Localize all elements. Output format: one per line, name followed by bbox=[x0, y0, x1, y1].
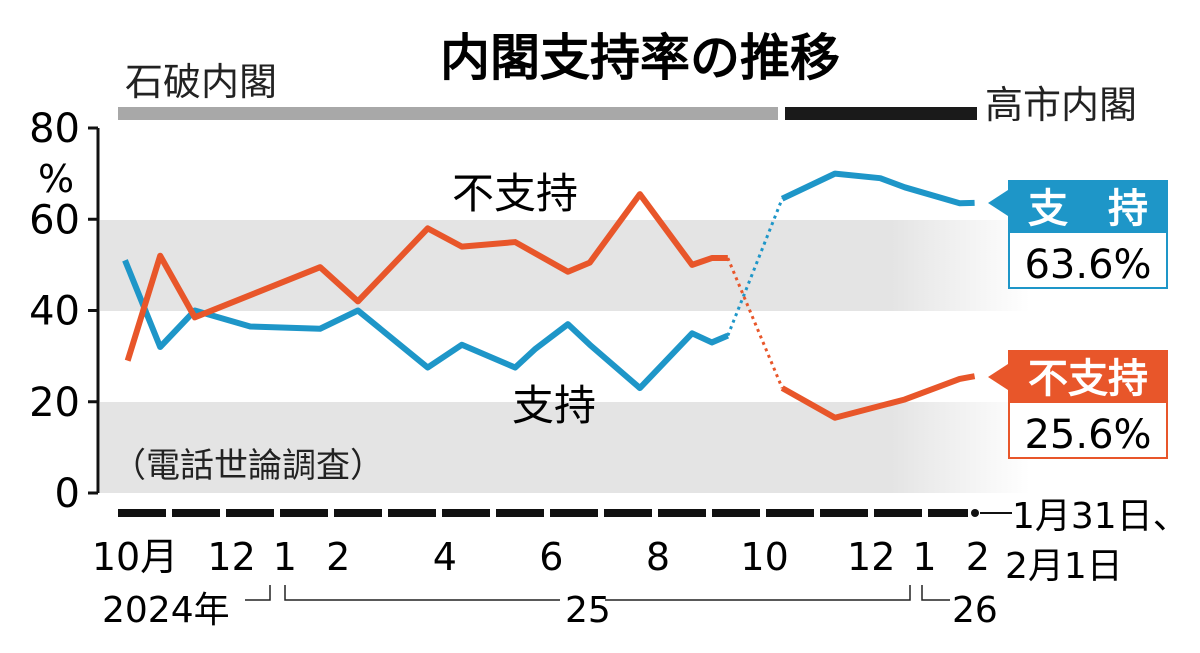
band-0-20 bbox=[100, 402, 1030, 493]
series-line-support-ishiba bbox=[122, 259, 730, 392]
year-2025: 25 bbox=[565, 590, 611, 631]
y-tick-label: 80 bbox=[29, 106, 80, 152]
x-tick-label: 8 bbox=[646, 535, 670, 579]
x-tick-label: 2 bbox=[326, 535, 350, 579]
year-2026: 26 bbox=[952, 590, 998, 631]
x-tick-label: 1 bbox=[273, 535, 297, 579]
x-tick-label: 12 bbox=[847, 535, 895, 579]
series-line-support-takaichi bbox=[780, 170, 975, 207]
y-unit: % bbox=[38, 157, 74, 201]
series-line-disapproval-ishiba bbox=[124, 191, 728, 362]
legend-disapproval-label: 不支持 bbox=[1028, 356, 1148, 402]
last-date: 1月31日、 bbox=[1012, 496, 1189, 537]
x-axis-end-dot bbox=[971, 509, 979, 517]
year-2024: 2024年 bbox=[102, 590, 230, 631]
last-date-2: 2月1日 bbox=[1005, 546, 1123, 587]
x-tick-label: 6 bbox=[539, 535, 563, 579]
x-tick-label: 12 bbox=[207, 535, 255, 579]
disapproval-inline-label: 不支持 bbox=[452, 169, 578, 218]
support-inline-label: 支持 bbox=[512, 381, 596, 430]
x-tick-label: 10月 bbox=[92, 535, 178, 579]
x-tick-label: 1 bbox=[912, 535, 936, 579]
legend-support-label: 支 持 bbox=[1028, 186, 1148, 232]
y-tick-label: 40 bbox=[29, 289, 80, 335]
x-tick-label: 4 bbox=[433, 535, 457, 579]
survey-note: （電話世論調査） bbox=[112, 446, 384, 486]
legend-disapproval-value: 25.6% bbox=[1024, 412, 1151, 458]
legend-support: 支 持 63.6% bbox=[988, 180, 1168, 289]
year-bracket-25 bbox=[245, 585, 911, 601]
cabinet-bar-takaichi bbox=[785, 107, 977, 120]
cabinet-label-takaichi: 高市内閣 bbox=[985, 83, 1137, 127]
y-tick-label: 0 bbox=[55, 471, 80, 517]
year-bracket-26 bbox=[921, 585, 950, 601]
x-tick-label: 10 bbox=[740, 535, 788, 579]
cabinet-bar-ishiba bbox=[118, 107, 778, 120]
chart-title: 内閣支持率の推移 bbox=[440, 29, 840, 87]
cabinet-label-ishiba: 石破内閣 bbox=[125, 60, 277, 104]
legend-disapproval: 不支持 25.6% bbox=[988, 350, 1168, 459]
legend-support-value: 63.6% bbox=[1024, 242, 1151, 288]
x-tick-label: 2 bbox=[966, 535, 990, 579]
y-tick-label: 20 bbox=[29, 380, 80, 426]
y-tick-label: 60 bbox=[29, 197, 80, 243]
series-gap-disapproval bbox=[726, 257, 784, 389]
